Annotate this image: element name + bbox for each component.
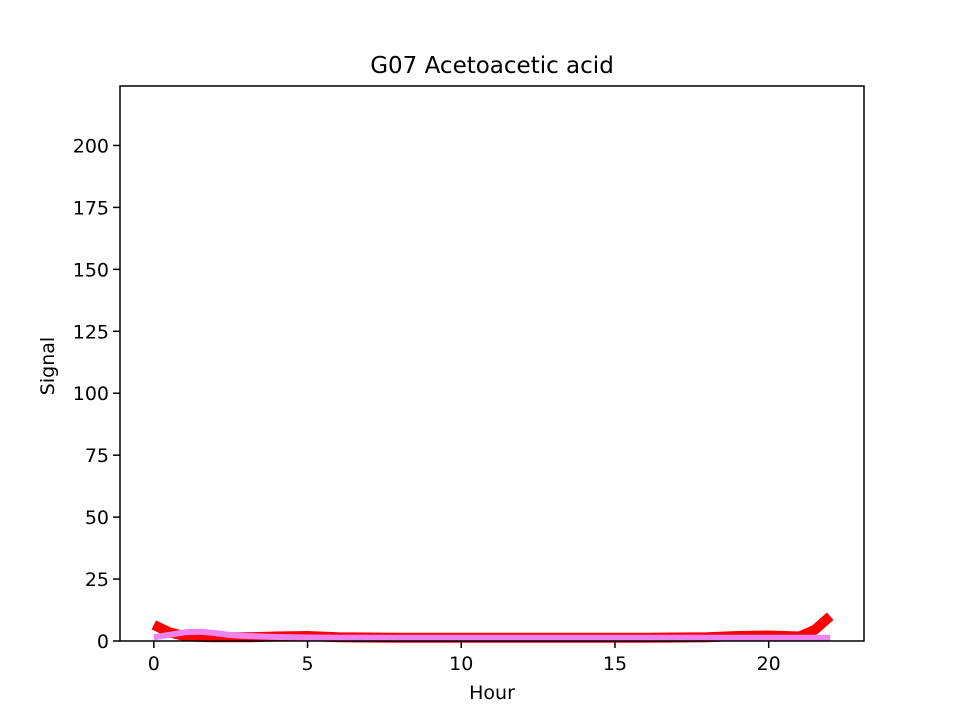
- x-tick-label: 10: [449, 653, 473, 675]
- y-tick-label: 125: [73, 321, 109, 343]
- y-tick-label: 0: [97, 631, 109, 653]
- plot-frame: [119, 85, 865, 642]
- y-tick-label: 50: [85, 507, 109, 529]
- plot-area: [151, 612, 834, 643]
- series-line-1: [153, 628, 831, 641]
- x-tick-label: 5: [301, 653, 313, 675]
- x-tick-label: 15: [603, 653, 627, 675]
- x-tick-label: 20: [757, 653, 781, 675]
- y-tick-label: 175: [73, 197, 109, 219]
- y-tick-label: 150: [73, 259, 109, 281]
- x-axis-label: Hour: [469, 682, 515, 704]
- chart-title: G07 Acetoacetic acid: [370, 53, 614, 79]
- y-tick-label: 100: [73, 383, 109, 405]
- x-axis: 0 5 10 15 20: [148, 641, 781, 675]
- y-axis-label: Signal: [37, 337, 59, 395]
- y-tick-label: 200: [73, 135, 109, 157]
- y-axis: 0 25 50 75 100 125 150 175 200: [73, 135, 120, 653]
- y-tick-label: 75: [85, 445, 109, 467]
- y-tick-label: 25: [85, 569, 109, 591]
- x-tick-label: 0: [148, 653, 160, 675]
